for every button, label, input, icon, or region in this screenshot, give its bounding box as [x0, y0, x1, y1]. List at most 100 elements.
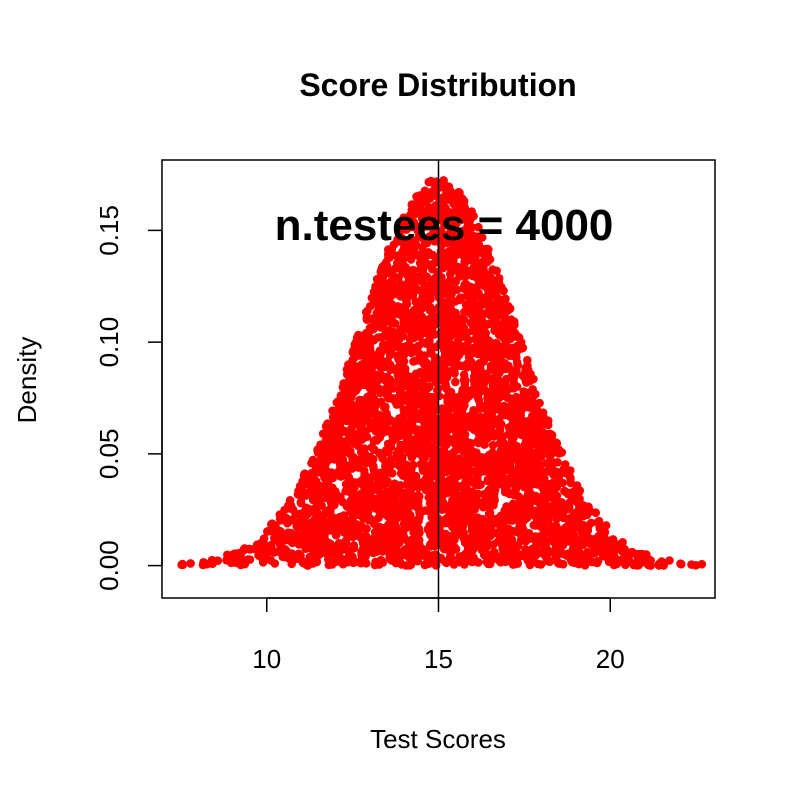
data-point: [370, 435, 380, 445]
data-point: [485, 508, 495, 517]
data-point: [567, 557, 577, 567]
data-point: [433, 472, 442, 482]
data-point: [427, 490, 437, 499]
data-point: [392, 529, 401, 539]
data-point: [573, 494, 583, 504]
data-point: [370, 378, 380, 388]
data-point: [480, 320, 490, 329]
data-point: [473, 470, 483, 480]
y-tick-label: 0.15: [94, 205, 124, 256]
data-point: [363, 306, 372, 316]
data-point: [550, 489, 560, 499]
data-point: [261, 551, 271, 561]
data-point: [512, 441, 521, 451]
data-point: [266, 541, 276, 551]
data-point: [460, 257, 469, 267]
x-axis: 10 15 20: [252, 597, 625, 674]
data-point: [444, 513, 453, 522]
data-point: [442, 383, 451, 393]
data-point: [303, 560, 313, 570]
data-point: [426, 460, 436, 470]
data-point: [384, 268, 394, 278]
data-point: [278, 515, 288, 525]
data-point: [402, 291, 412, 300]
data-point: [495, 439, 505, 449]
data-point: [543, 420, 553, 430]
data-point: [418, 376, 428, 386]
data-point: [378, 547, 387, 556]
data-point: [472, 314, 482, 324]
data-point: [360, 363, 369, 373]
data-point: [453, 262, 463, 272]
data-point: [497, 282, 506, 292]
data-point: [383, 496, 393, 505]
data-point: [414, 356, 424, 365]
data-point: [505, 547, 514, 556]
data-point: [450, 195, 459, 204]
data-point: [320, 447, 330, 457]
data-point: [509, 373, 519, 383]
data-point: [573, 517, 583, 527]
data-point: [453, 481, 462, 491]
data-point: [501, 410, 510, 420]
data-point: [399, 519, 409, 529]
data-point: [300, 469, 310, 479]
data-point: [460, 507, 470, 517]
data-point: [377, 270, 387, 280]
x-tick-label: 10: [252, 644, 281, 674]
data-point: [452, 411, 462, 420]
y-axis: 0.00 0.05 0.10 0.15: [94, 205, 163, 591]
data-point: [473, 436, 483, 446]
data-point: [364, 378, 373, 387]
data-point: [401, 545, 410, 554]
data-point: [493, 471, 502, 481]
data-point: [456, 293, 465, 303]
data-point: [609, 537, 618, 547]
data-point: [413, 491, 423, 500]
data-point: [516, 536, 526, 545]
data-point: [365, 479, 375, 488]
data-point: [474, 222, 483, 232]
data-point: [520, 472, 529, 481]
data-point: [428, 373, 438, 383]
data-point: [552, 446, 562, 456]
data-point: [406, 560, 416, 569]
data-point: [460, 538, 470, 547]
data-point: [318, 490, 327, 499]
data-point: [344, 486, 353, 496]
data-point: [259, 534, 269, 543]
data-point: [531, 440, 541, 449]
data-point: [418, 370, 428, 379]
data-point: [443, 397, 452, 407]
data-points: [177, 176, 707, 570]
data-point: [462, 280, 471, 290]
data-point: [544, 459, 554, 468]
data-point: [565, 514, 574, 523]
data-point: [316, 549, 325, 559]
data-point: [444, 219, 453, 228]
data-point: [360, 444, 369, 453]
data-point: [453, 495, 462, 504]
data-point: [596, 534, 606, 543]
data-point: [346, 427, 356, 436]
data-point: [469, 254, 478, 263]
data-point: [472, 273, 482, 282]
data-point: [489, 290, 498, 300]
data-point: [521, 512, 531, 522]
data-point: [499, 385, 509, 394]
data-point: [371, 351, 381, 360]
data-point: [490, 343, 500, 353]
data-point: [178, 559, 187, 569]
data-point: [306, 530, 315, 539]
data-point: [435, 464, 445, 474]
data-point: [587, 557, 596, 566]
data-point: [532, 429, 542, 439]
data-point: [536, 447, 546, 457]
data-point: [361, 402, 371, 411]
data-point: [413, 556, 423, 566]
data-point: [316, 440, 325, 450]
data-point: [207, 555, 217, 565]
data-point: [399, 213, 409, 222]
data-point: [460, 379, 470, 389]
data-point: [318, 429, 328, 439]
